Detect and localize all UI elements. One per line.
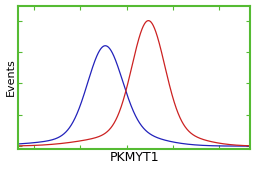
X-axis label: PKMYT1: PKMYT1 xyxy=(110,151,159,164)
Y-axis label: Events: Events xyxy=(6,58,16,96)
